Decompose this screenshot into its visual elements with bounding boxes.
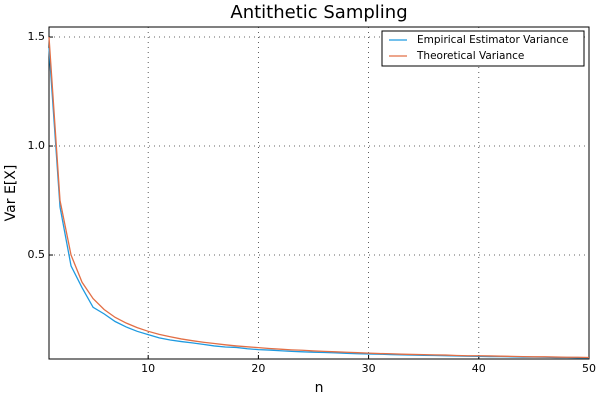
x-tick-label: 50 bbox=[582, 362, 596, 375]
x-tick-label: 40 bbox=[472, 362, 486, 375]
x-tick-label: 10 bbox=[141, 362, 155, 375]
x-tick-label: 30 bbox=[362, 362, 376, 375]
x-axis-label: n bbox=[315, 380, 324, 396]
series-line bbox=[48, 47, 589, 359]
y-tick-label: 0.5 bbox=[28, 248, 46, 261]
plot-frame bbox=[48, 26, 590, 360]
x-tick-label: 20 bbox=[251, 362, 265, 375]
legend-label: Empirical Estimator Variance bbox=[417, 34, 569, 46]
y-tick-label: 1.0 bbox=[28, 139, 46, 152]
chart-title: Antithetic Sampling bbox=[230, 2, 407, 23]
series-line bbox=[48, 36, 590, 359]
y-axis-label: Var E[X] bbox=[3, 165, 19, 222]
y-tick-label: 1.5 bbox=[28, 30, 46, 43]
legend-box bbox=[381, 30, 585, 67]
legend-label: Theoretical Variance bbox=[416, 50, 524, 62]
